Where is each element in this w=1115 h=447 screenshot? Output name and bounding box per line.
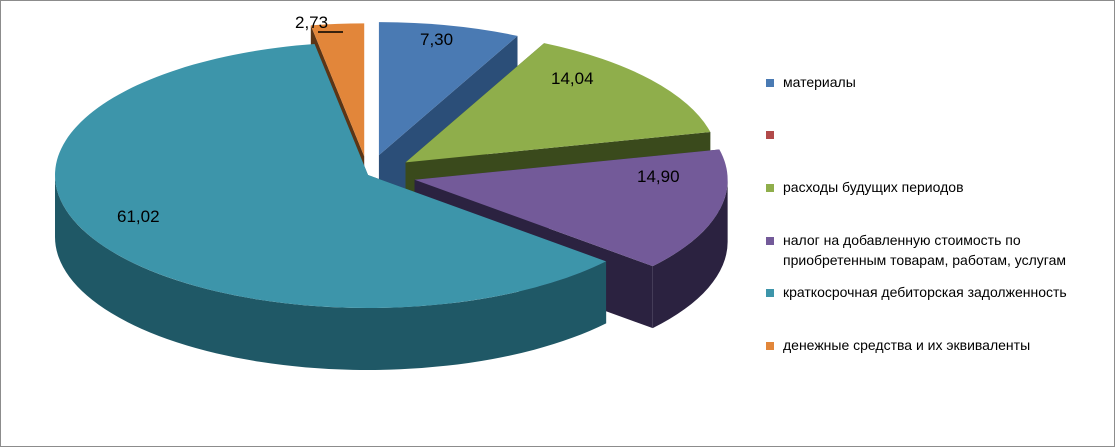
legend-swatch-cash [766,342,774,350]
legend-swatch-materials [766,79,774,87]
slice-cash [310,23,365,157]
legend-label-receivables: краткосрочная дебиторская задолженность [783,284,1067,300]
data-label-cash: 2,73 [295,13,328,32]
data-label-deferred-expenses: 14,04 [551,69,594,88]
legend-label-deferred-expenses: расходы будущих периодов [783,179,964,195]
slice-deferred-expenses [405,43,711,163]
slice-outer-wall-vat [652,179,728,329]
slice-materials [378,22,518,156]
legend-swatch-deferred-expenses [766,184,774,192]
data-label-materials: 7,30 [420,30,453,49]
data-label-receivables: 61,02 [117,207,160,226]
legend-swatch-vat [766,237,774,245]
legend-label-vat-line1: налог на добавленную стоимость по [783,232,1021,248]
legend-swatch-empty [766,131,774,139]
legend-label-cash: денежные средства и их эквиваленты [783,337,1031,353]
legend-label-vat-line2: приобретенным товарам, работам, услугам [783,252,1067,268]
slice-receivables [55,43,607,308]
legend-swatch-receivables [766,289,774,297]
slice-outer-wall-receivables [55,175,607,371]
legend-label-materials: материалы [783,74,856,90]
data-label-vat: 14,90 [637,167,680,186]
slice-vat [414,149,728,267]
